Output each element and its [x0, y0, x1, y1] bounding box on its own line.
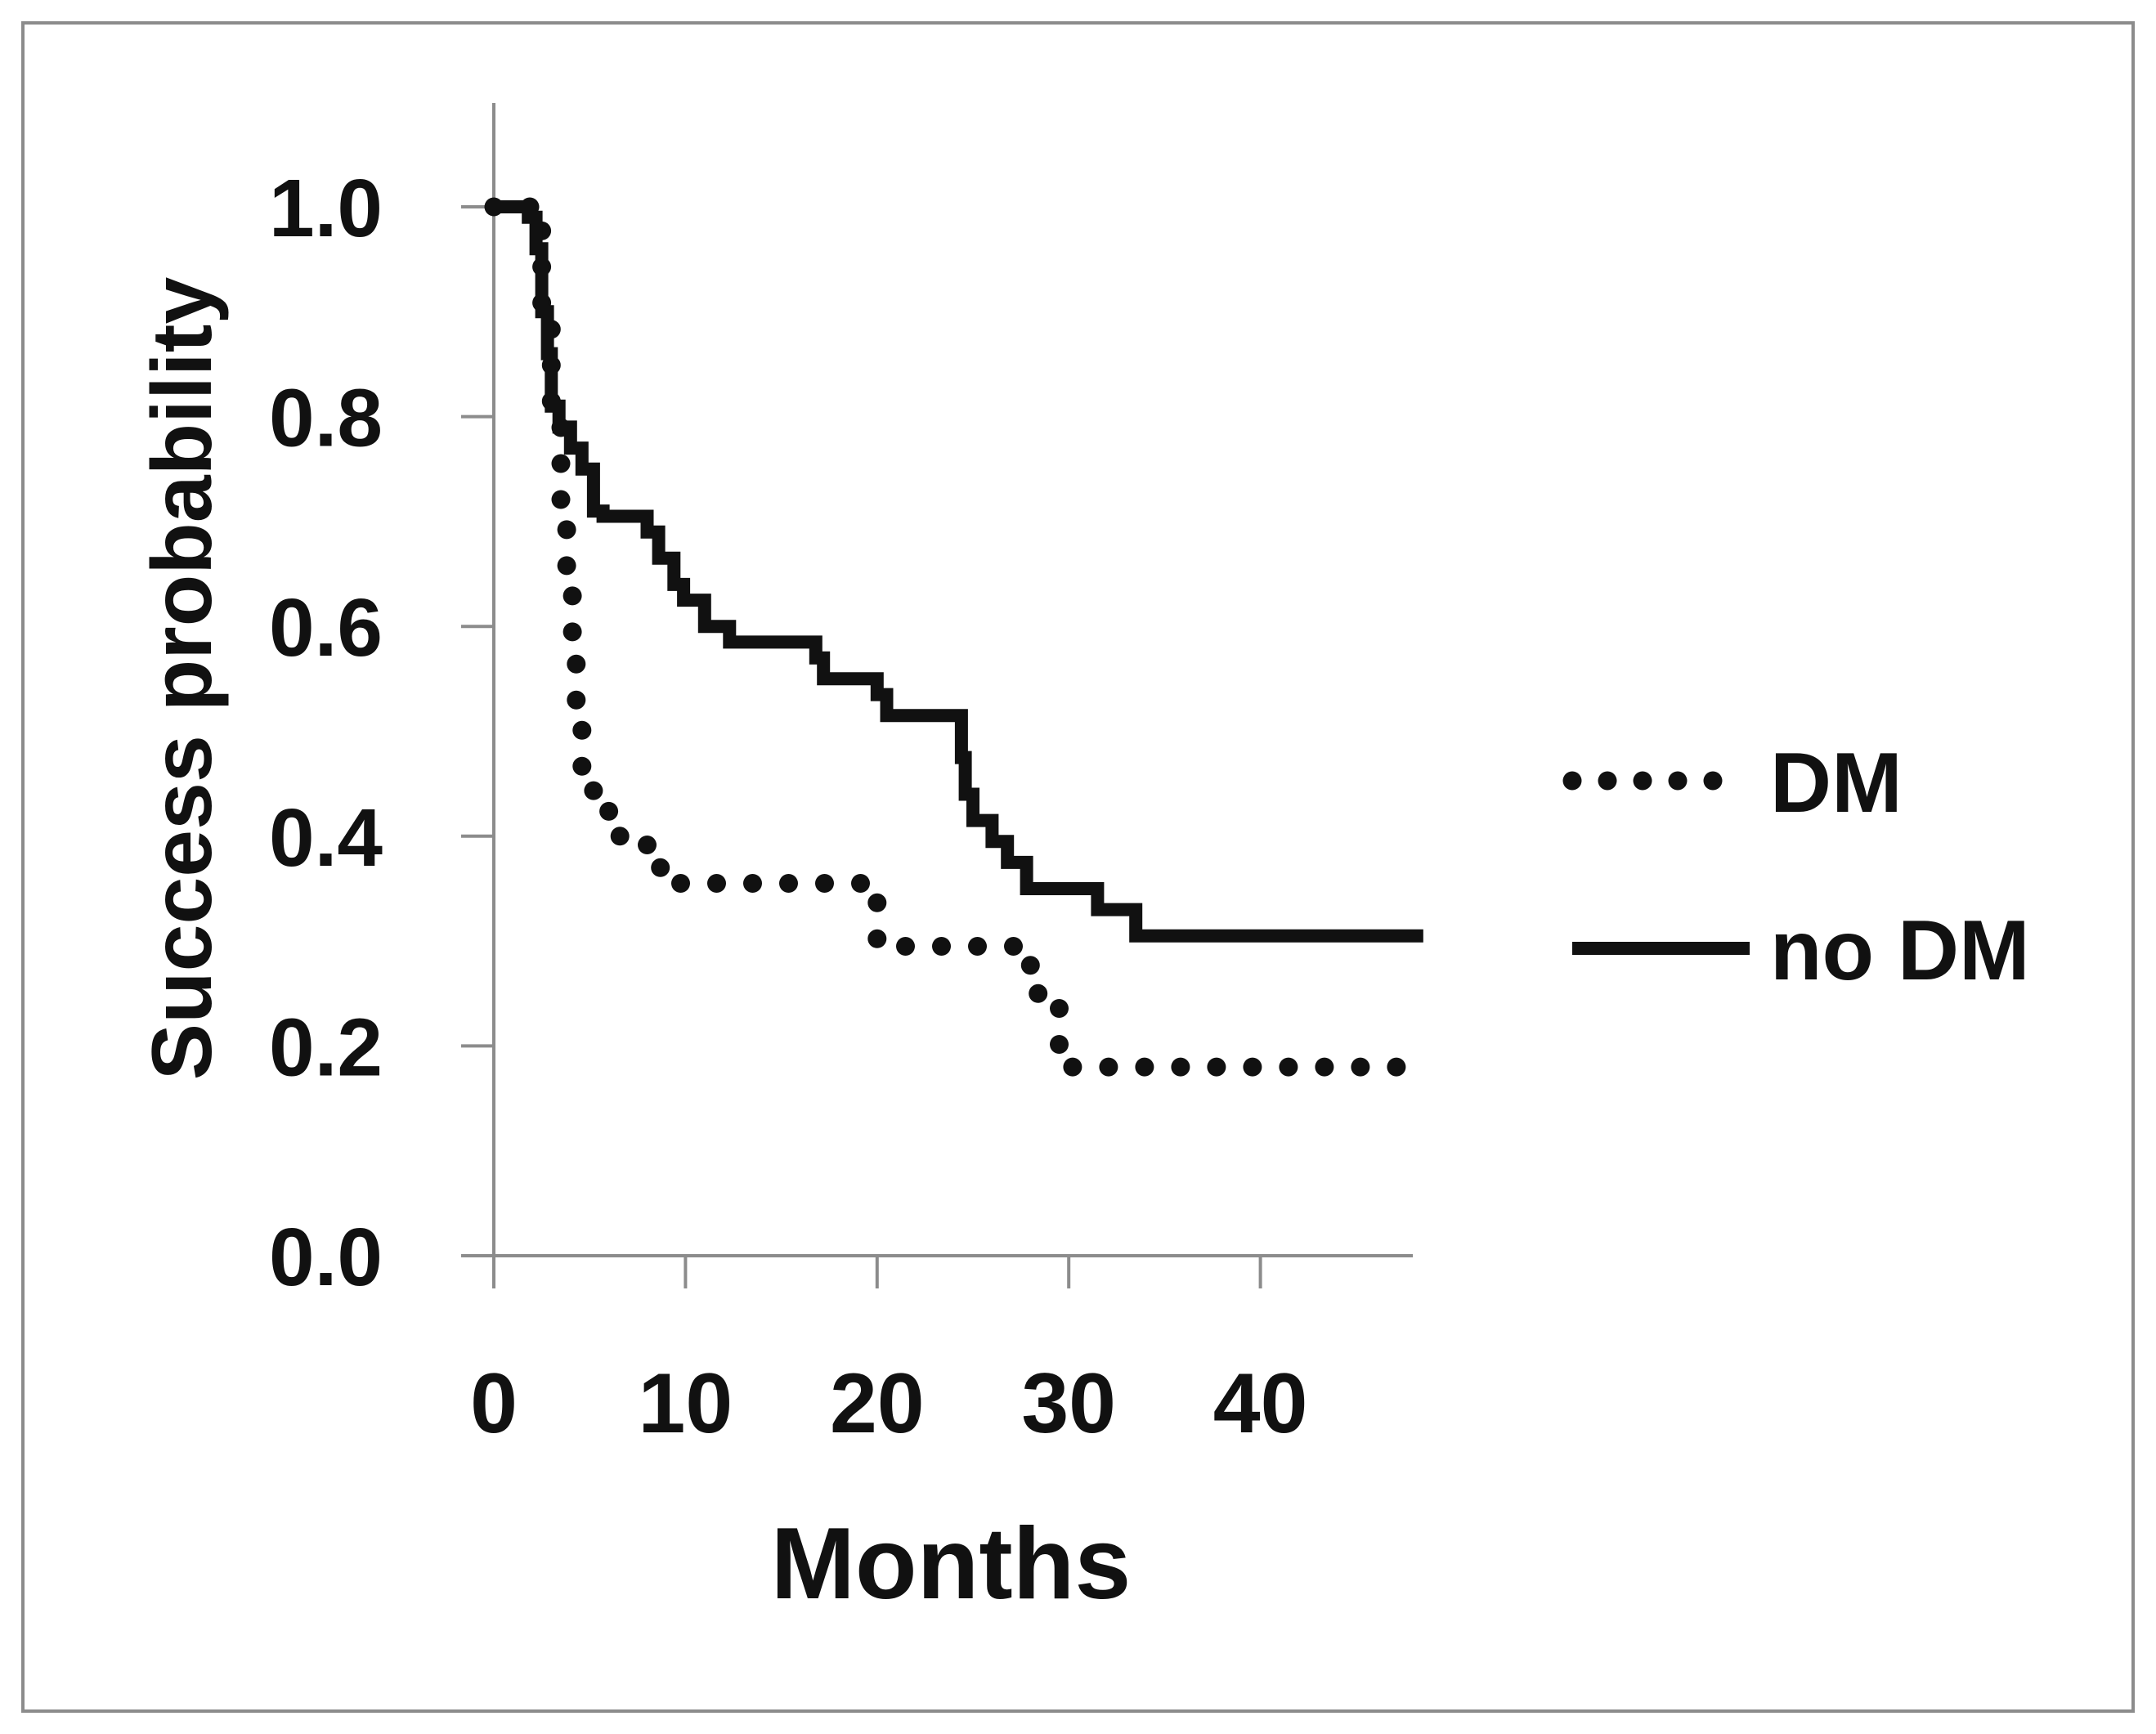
outer-frame [21, 21, 2135, 1713]
y-tick-label: 0.2 [269, 1001, 383, 1093]
axes [461, 103, 1413, 1288]
y-tick-label: 0.4 [269, 792, 383, 884]
y-tick-label: 1.0 [269, 163, 383, 254]
y-tick-label: 0.0 [269, 1212, 383, 1303]
legend-label-dm: DM [1770, 736, 1903, 831]
y-axis-title: Success probability [135, 277, 230, 1081]
x-axis-title: Months [771, 1508, 1132, 1620]
x-tick-label: 20 [830, 1356, 925, 1451]
x-tick-label: 10 [639, 1356, 733, 1451]
plot-area [484, 197, 1423, 1077]
series-no-dm-line [494, 200, 1423, 943]
x-tick-label: 40 [1213, 1356, 1308, 1451]
legend: DM no DM [1562, 736, 2030, 998]
y-tick-label: 0.6 [269, 582, 383, 674]
legend-label-no-dm: no DM [1770, 903, 2030, 998]
tick-labels: 0 10 20 30 40 0.0 0.2 0.4 0.6 0.8 1.0 [269, 163, 1307, 1451]
y-tick-label: 0.8 [269, 373, 383, 464]
x-tick-label: 30 [1021, 1356, 1116, 1451]
x-tick-label: 0 [470, 1356, 518, 1451]
